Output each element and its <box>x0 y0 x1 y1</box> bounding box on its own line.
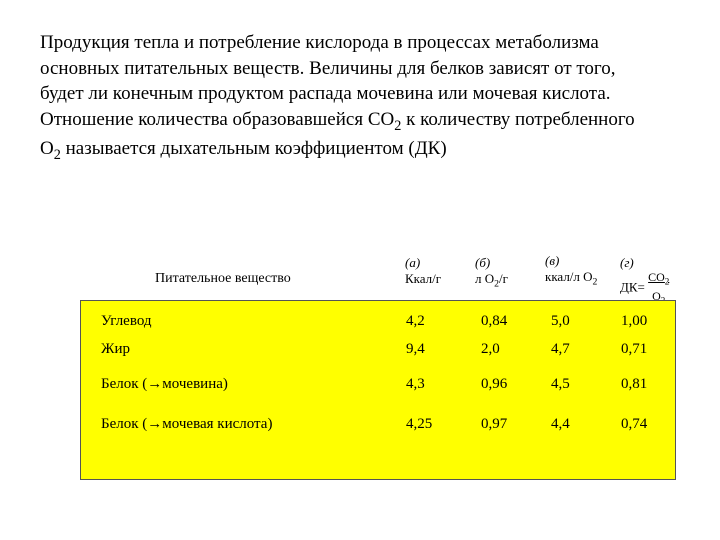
col-a-tag: (а) <box>405 255 420 270</box>
col-d-label: ДК= <box>620 280 648 295</box>
o2-sub: 2 <box>54 147 61 163</box>
row-name: Белок (→мочевая кислота) <box>101 416 272 433</box>
row-val-d: 0,81 <box>621 376 647 393</box>
row-val-c: 4,7 <box>551 341 570 358</box>
row-val-a: 4,3 <box>406 376 425 393</box>
row-val-c: 4,5 <box>551 376 570 393</box>
col-d-tag: (г) <box>620 255 634 270</box>
col-header-c: (в) ккал/л О2 <box>545 253 615 289</box>
para-line5b: называется дыхательным коэффициентом (ДК… <box>61 138 447 159</box>
para-line3: будет ли конечным продуктом распада моче… <box>40 83 611 104</box>
para-line4b: к количеству потребленного <box>401 109 634 130</box>
para-line1: Продукция тепла и потребление кислорода … <box>40 32 599 53</box>
row-val-b: 2,0 <box>481 341 500 358</box>
row-val-a: 4,2 <box>406 313 425 330</box>
row-val-d: 0,71 <box>621 341 647 358</box>
col-c-unit-sub: 2 <box>593 277 598 288</box>
frac-top-sub: 2 <box>665 277 670 287</box>
row-val-d: 1,00 <box>621 313 647 330</box>
col-c-unit-pre: ккал/л О <box>545 269 593 284</box>
row-val-c: 4,4 <box>551 416 570 433</box>
row-val-b: 0,84 <box>481 313 507 330</box>
para-line4a: Отношение количества образовавшейся СО <box>40 109 394 130</box>
row-val-b: 0,96 <box>481 376 507 393</box>
col-header-a: (а) Ккал/г <box>405 255 460 288</box>
col-b-tag: (б) <box>475 255 490 270</box>
col-b-unit-post: /г <box>499 271 508 286</box>
intro-paragraph: Продукция тепла и потребление кислорода … <box>40 30 680 165</box>
row-val-a: 9,4 <box>406 341 425 358</box>
para-line2: основных питательных веществ. Величины д… <box>40 58 616 79</box>
row-val-a: 4,25 <box>406 416 432 433</box>
col-header-nutrient: Питательное вещество <box>155 270 291 288</box>
col-b-unit-pre: л О <box>475 271 494 286</box>
col-a-unit: Ккал/г <box>405 271 441 286</box>
para-line5a: О <box>40 138 54 159</box>
col-c-tag: (в) <box>545 253 559 268</box>
row-name: Жир <box>101 341 130 358</box>
row-val-b: 0,97 <box>481 416 507 433</box>
frac-top-pre: СО <box>648 270 665 284</box>
row-val-c: 5,0 <box>551 313 570 330</box>
row-name: Белок (→мочевина) <box>101 376 228 393</box>
row-val-d: 0,74 <box>621 416 647 433</box>
col-header-d: (г) ДК= СО2О2 <box>620 255 700 306</box>
row-name: Углевод <box>101 313 152 330</box>
data-box: Углевод 4,2 0,84 5,0 1,00 Жир 9,4 2,0 4,7 0,71 Бел… <box>80 300 676 480</box>
col-header-b: (б) л О2/г <box>475 255 530 291</box>
